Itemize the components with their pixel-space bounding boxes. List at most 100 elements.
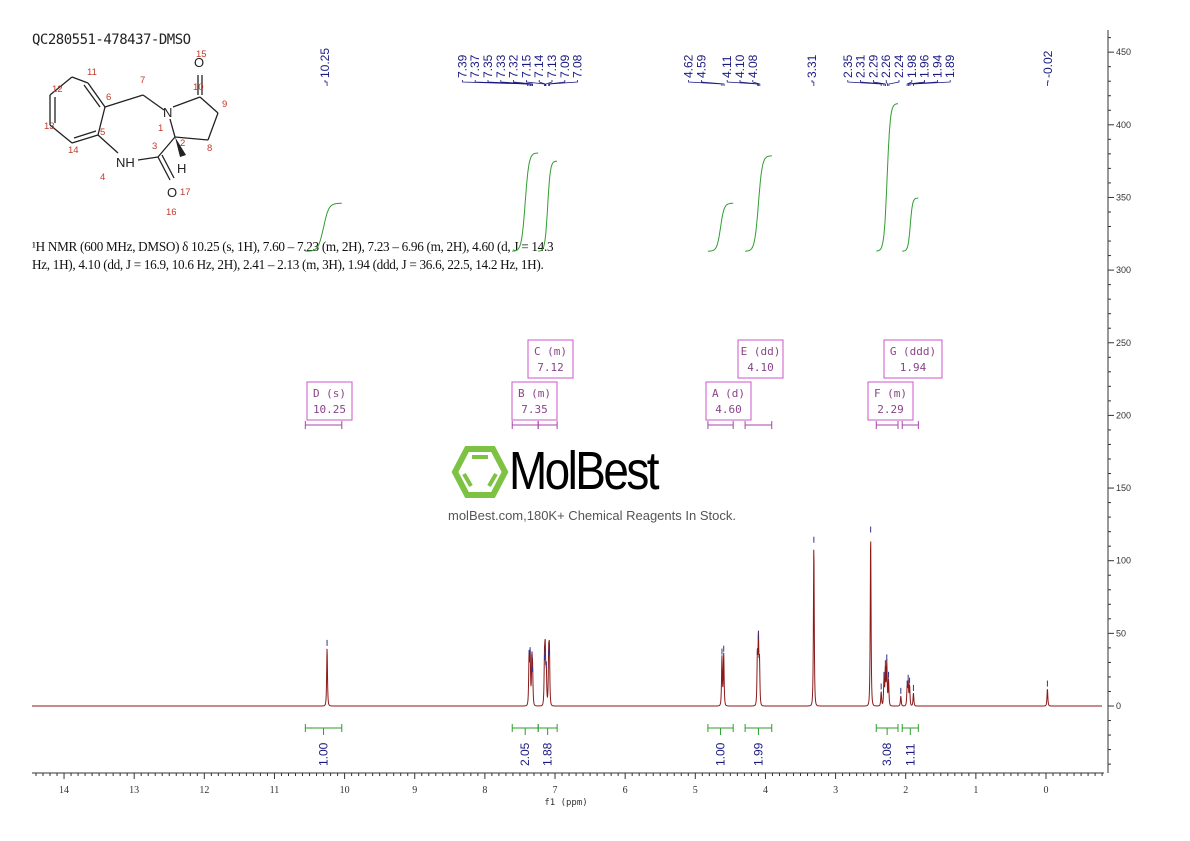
multiplet-box [306, 381, 353, 421]
integral-bar [537, 724, 558, 735]
integral-curve [538, 160, 558, 252]
multiplet-range [537, 421, 558, 429]
peak-label-connector [885, 80, 888, 86]
y-tick-label: 200 [1116, 410, 1131, 420]
peak-label-connector [548, 80, 566, 86]
peak-label-connector [324, 80, 328, 86]
atom-number: 8 [207, 143, 212, 154]
svg-text:N: N [163, 105, 172, 120]
atom-number: 1 [158, 123, 163, 134]
x-tick-label: 6 [623, 785, 628, 796]
integral-bar [901, 724, 919, 735]
integral-curve [902, 197, 919, 252]
peak-label: 1.94 [930, 54, 944, 78]
multiplet-shift: 7.12 [537, 361, 564, 374]
atom-number: 3 [152, 141, 157, 152]
peak-label: 7.08 [571, 54, 585, 78]
peak-label: 3.31 [805, 54, 819, 78]
atom-number: 12 [52, 84, 63, 95]
y-tick-label: 250 [1116, 338, 1131, 348]
atom-number: 15 [196, 49, 207, 60]
integral-value: 1.88 [541, 742, 555, 766]
peak-label-connector [913, 80, 951, 86]
atom-number: 10 [193, 82, 204, 93]
peak-label-connector [908, 80, 925, 86]
peak-label: 7.39 [455, 54, 469, 78]
integral-value: 2.05 [518, 742, 532, 766]
peak-label: 7.15 [519, 54, 533, 78]
multiplet-shift: 7.35 [521, 403, 548, 416]
multiplet-range [875, 421, 899, 429]
atom-number: 5 [100, 127, 105, 138]
peak-label-connector [888, 80, 900, 86]
svg-text:O: O [194, 55, 204, 70]
peak-label-connector [873, 80, 886, 86]
integral-curve [745, 155, 772, 252]
atom-number: 17 [180, 187, 191, 198]
description-line-1: ¹H NMR (600 MHz, DMSO) δ 10.25 (s, 1H), … [32, 239, 554, 254]
y-tick-label: 350 [1116, 192, 1131, 202]
watermark-logo: MolBest [509, 441, 660, 501]
peak-label: 7.14 [532, 54, 546, 78]
peak-label: 4.62 [682, 54, 696, 78]
peak-label-connector [538, 80, 546, 86]
description-line-2: Hz, 1H), 4.10 (dd, J = 16.9, 10.6 Hz, 2H… [32, 257, 544, 272]
atom-number: 6 [106, 92, 111, 103]
atom-number: 4 [100, 172, 105, 183]
peak-label: 10.25 [318, 48, 332, 78]
y-tick-label: 100 [1116, 556, 1131, 566]
y-tick-label: 450 [1116, 47, 1131, 57]
peak-label-connector [526, 80, 545, 86]
peak-label: 7.09 [558, 54, 572, 78]
peak-label: 2.31 [854, 54, 868, 78]
peak-label-connector [1047, 80, 1049, 86]
x-tick-label: 11 [270, 785, 280, 796]
integral-bar [875, 724, 899, 735]
atom-number: 11 [87, 67, 97, 78]
integral-value: 1.00 [317, 742, 331, 766]
peak-label: 4.11 [720, 55, 734, 78]
peak-label: 7.37 [468, 54, 482, 78]
integral-curve [876, 103, 898, 252]
peak-label-connector [847, 80, 882, 86]
y-tick-label: 0 [1116, 701, 1121, 711]
multiplet-name: G (ddd) [890, 345, 936, 358]
y-tick-label: 300 [1116, 265, 1131, 275]
multiplet-box [867, 381, 914, 421]
integral-curve [512, 152, 539, 252]
x-tick-label: 13 [129, 785, 139, 796]
svg-text:NH: NH [116, 155, 135, 170]
peak-label-connector [906, 80, 913, 86]
peak-label: 7.32 [507, 54, 521, 78]
atom-number: 2 [180, 138, 185, 149]
multiplet-shift: 10.25 [313, 403, 346, 416]
peak-label-connector [752, 80, 761, 86]
x-tick-label: 7 [553, 785, 558, 796]
y-tick-label: 50 [1116, 628, 1126, 638]
peak-label-connector [811, 80, 815, 86]
peak-label: 4.10 [733, 54, 747, 78]
integral-value: 1.11 [903, 743, 917, 766]
peak-label: 1.96 [918, 54, 932, 78]
x-tick-label: 5 [693, 785, 698, 796]
y-tick-label: 400 [1116, 120, 1131, 130]
peak-label: 4.59 [694, 54, 708, 78]
x-tick-label: 2 [903, 785, 908, 796]
peak-label: 1.98 [905, 54, 919, 78]
peak-label: 2.24 [892, 54, 906, 78]
multiplet-box [511, 381, 558, 421]
multiplet-box [737, 339, 784, 379]
atom-number: 14 [68, 145, 79, 156]
peak-label: 2.29 [866, 54, 880, 78]
integral-bar [744, 724, 773, 735]
integral-bar [511, 724, 539, 735]
x-tick-label: 0 [1044, 785, 1049, 796]
sample-title: QC280551-478437-DMSO [32, 32, 191, 48]
x-tick-label: 4 [763, 785, 768, 796]
peak-label-connector [726, 80, 759, 86]
svg-text:O: O [167, 185, 177, 200]
integral-bar [304, 724, 343, 735]
watermark-tagline: molBest.com,180K+ Chemical Reagents In S… [448, 508, 736, 523]
